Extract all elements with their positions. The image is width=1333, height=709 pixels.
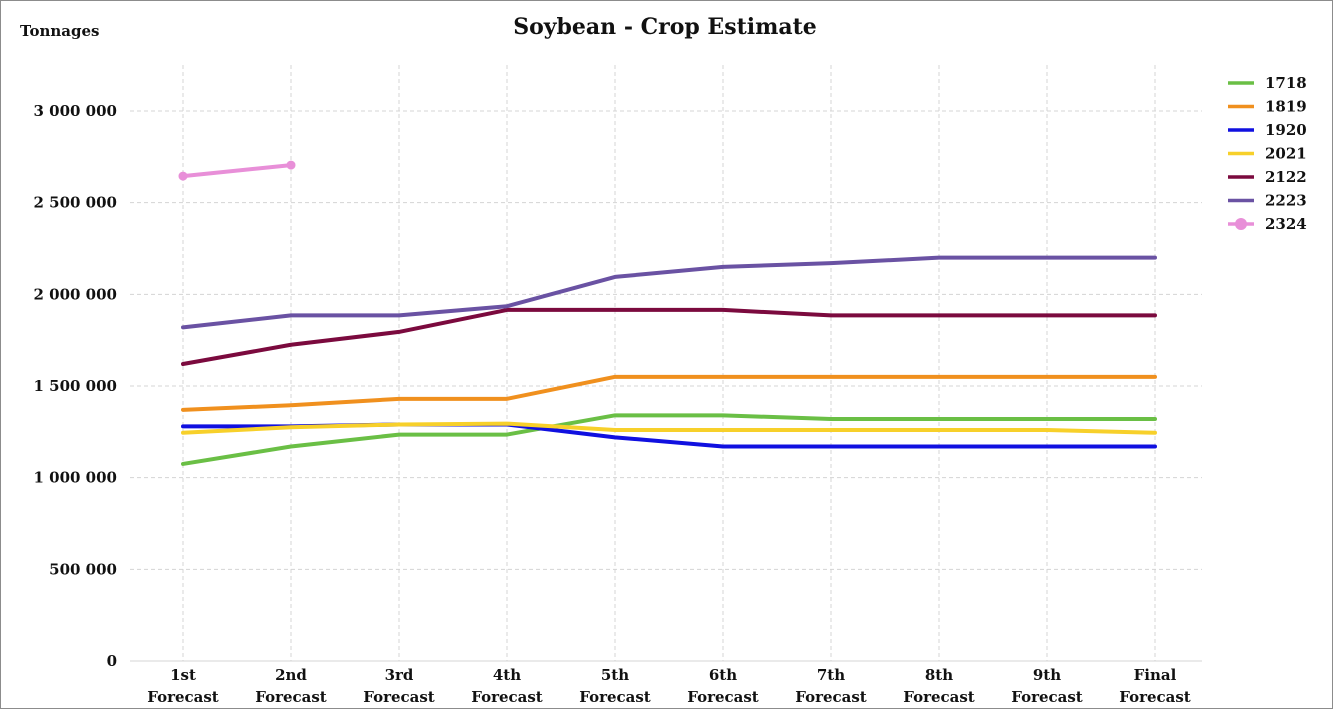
y-tick-label: 0 <box>107 652 117 670</box>
legend-marker <box>1235 218 1247 230</box>
x-tick-label: 3rd Forecast <box>363 666 435 706</box>
y-axis-label: Tonnages <box>20 22 99 40</box>
y-tick-label: 1 000 000 <box>33 469 117 487</box>
x-tick-label: Final Forecast <box>1119 666 1191 706</box>
series-line-2324 <box>181 163 293 179</box>
legend-label: 2021 <box>1265 145 1307 163</box>
y-tick-label: 3 000 000 <box>33 102 117 120</box>
x-tick-label: 8th Forecast <box>903 666 975 706</box>
chart-title: Soybean - Crop Estimate <box>513 14 817 40</box>
x-tick-label: 5th Forecast <box>579 666 651 706</box>
legend-label: 1819 <box>1265 98 1307 116</box>
data-point-2324 <box>286 160 296 170</box>
legend-label: 2223 <box>1265 192 1307 210</box>
y-axis-ticks: 0 500 000 1 000 000 1 500 000 2 000 000 2 500… <box>33 102 117 670</box>
legend-label: 2122 <box>1265 168 1307 186</box>
series-line-2122 <box>181 307 1157 366</box>
x-tick-label: 1st Forecast <box>147 666 219 706</box>
y-tick-label: 2 500 000 <box>33 194 117 212</box>
y-tick-label: 2 000 000 <box>33 285 117 303</box>
legend-label: 1718 <box>1265 74 1307 92</box>
series-line-1819 <box>181 374 1157 412</box>
y-tick-label: 500 000 <box>49 560 117 578</box>
x-axis-ticks: 1st Forecast 2nd Forecast 3rd Forecast 4th Fore… <box>147 666 1191 706</box>
series-line-2223 <box>181 255 1157 330</box>
x-tick-label: 6th Forecast <box>687 666 759 706</box>
data-point-2324 <box>178 171 188 181</box>
y-tick-label: 1 500 000 <box>33 377 117 395</box>
x-tick-label: 7th Forecast <box>795 666 867 706</box>
x-tick-label: 4th Forecast <box>471 666 543 706</box>
x-tick-label: 9th Forecast <box>1011 666 1083 706</box>
series-line-2021 <box>181 421 1157 435</box>
legend-label: 2324 <box>1265 215 1307 233</box>
series-lines <box>178 160 1157 466</box>
gridlines <box>130 65 1202 662</box>
x-tick-label: 2nd Forecast <box>255 666 327 706</box>
legend: 1718 1819 1920 2021 2122 2223 2324 <box>1228 74 1307 233</box>
series-line-1718 <box>181 413 1157 466</box>
legend-label: 1920 <box>1265 121 1307 139</box>
